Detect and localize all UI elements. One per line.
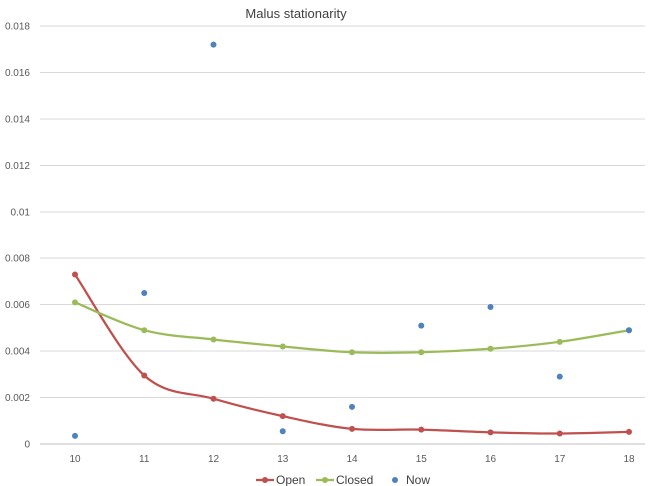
point-closed-14 — [349, 349, 355, 356]
legend-label-open: Open — [276, 473, 305, 486]
y-tick-label-6: 0.012 — [5, 161, 30, 172]
point-closed-11 — [141, 327, 148, 334]
point-open-11 — [141, 372, 148, 379]
series-group — [72, 41, 632, 439]
y-tick-label-0: 0 — [24, 440, 30, 451]
point-open-14 — [349, 425, 355, 432]
point-open-18 — [626, 428, 632, 435]
legend-item-closed: Closed — [316, 473, 373, 486]
point-closed-15 — [418, 349, 425, 356]
point-open-15 — [418, 426, 425, 433]
point-closed-17 — [556, 338, 563, 345]
point-closed-13 — [279, 343, 286, 350]
legend-label-closed: Closed — [336, 473, 373, 486]
point-closed-12 — [210, 336, 217, 343]
point-now-15 — [418, 322, 425, 329]
y-tick-label-5: 0.01 — [11, 207, 31, 218]
x-tick-label-15: 15 — [416, 454, 428, 465]
series-now — [72, 41, 632, 439]
x-tick-label-12: 12 — [208, 454, 220, 465]
point-closed-16 — [487, 345, 494, 352]
point-now-13 — [279, 428, 286, 435]
y-tick-label-2: 0.004 — [5, 347, 30, 358]
axes: 0 0.002 0.004 0.006 0.008 0.01 0.012 0.014 0.016… — [5, 22, 645, 465]
legend-label-now: Now — [406, 473, 430, 486]
series-closed — [72, 299, 632, 356]
y-tick-label-8: 0.016 — [5, 68, 30, 79]
y-tick-label-4: 0.008 — [5, 254, 30, 265]
point-closed-10 — [72, 299, 78, 306]
legend-item-now: Now — [392, 473, 430, 486]
series-open — [72, 271, 632, 437]
point-open-12 — [210, 395, 217, 402]
point-now-14 — [349, 403, 355, 410]
chart-title: Malus stationarity — [245, 6, 347, 21]
x-tick-label-18: 18 — [623, 454, 635, 465]
point-now-12 — [210, 41, 217, 48]
x-tick-label-14: 14 — [346, 454, 358, 465]
legend: Open Closed Now — [256, 473, 430, 486]
x-tick-label-10: 10 — [69, 454, 81, 465]
point-now-16 — [487, 303, 494, 310]
legend-swatch-marker-open — [262, 477, 268, 483]
x-tick-label-16: 16 — [485, 454, 497, 465]
point-now-11 — [141, 290, 148, 297]
point-now-18 — [626, 327, 632, 334]
point-open-17 — [556, 430, 563, 437]
gridlines — [40, 25, 645, 399]
point-open-10 — [72, 271, 78, 278]
y-tick-label-9: 0.018 — [5, 22, 30, 33]
point-now-17 — [556, 373, 563, 380]
y-tick-label-7: 0.014 — [5, 114, 30, 125]
point-open-13 — [279, 413, 286, 420]
series-line-closed — [73, 301, 631, 354]
legend-swatch-marker-closed — [322, 477, 328, 483]
x-tick-label-17: 17 — [554, 454, 566, 465]
y-tick-label-3: 0.006 — [5, 300, 30, 311]
legend-item-open: Open — [256, 473, 305, 486]
y-tick-label-1: 0.002 — [5, 393, 30, 404]
x-tick-label-13: 13 — [277, 454, 289, 465]
x-tick-label-11: 11 — [139, 454, 150, 465]
point-now-10 — [72, 432, 78, 439]
point-open-16 — [487, 429, 494, 436]
legend-swatch-marker-now — [392, 477, 398, 483]
